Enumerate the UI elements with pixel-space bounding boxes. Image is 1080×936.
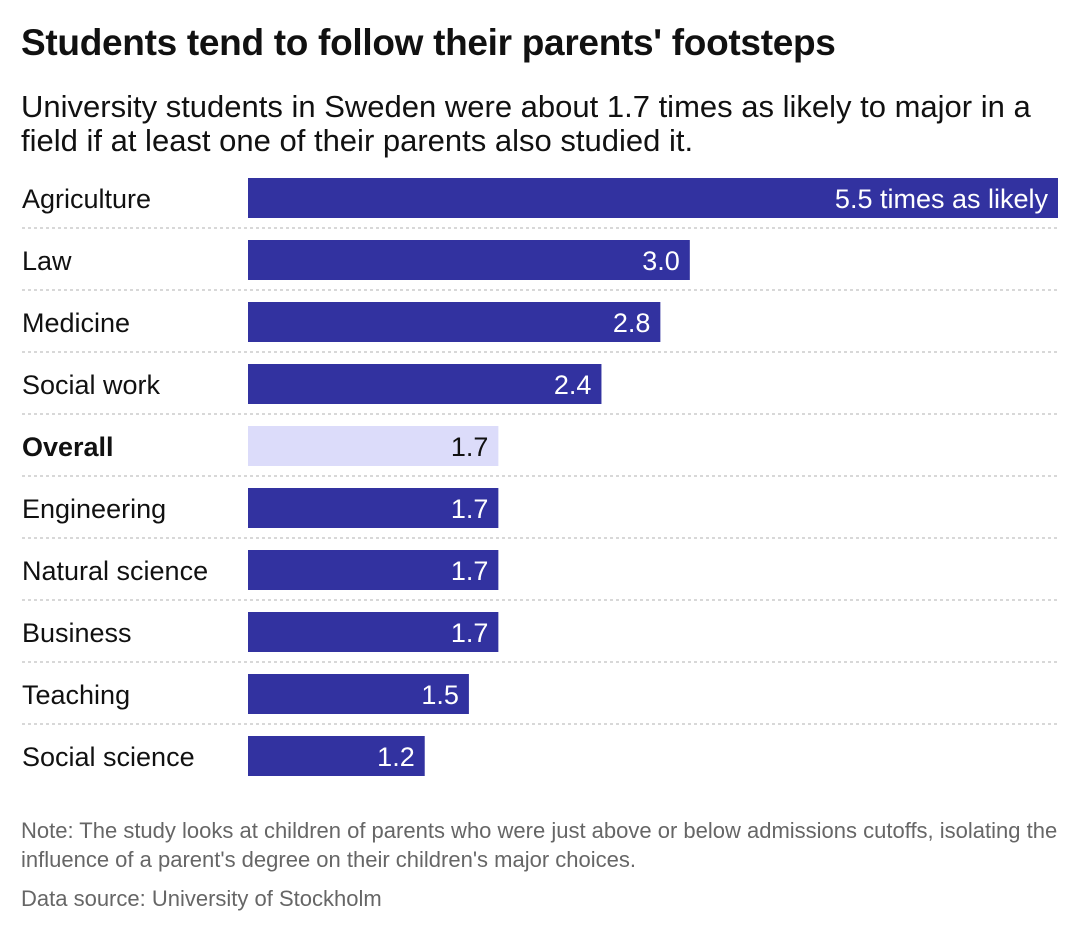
chart-subtitle: University students in Sweden were about…	[21, 89, 1031, 158]
category-label: Overall	[22, 432, 114, 462]
value-label: 1.7	[451, 556, 489, 586]
value-label: 1.7	[451, 494, 489, 524]
bar	[248, 240, 690, 280]
bar-row: Business 1.7	[22, 612, 1058, 663]
bar-row: Medicine 2.8	[22, 302, 1058, 353]
category-label: Agriculture	[22, 184, 151, 214]
bar-row: Social science 1.2	[22, 736, 425, 776]
value-label: 3.0	[642, 246, 680, 276]
category-label: Natural science	[22, 556, 208, 586]
chart-note: Note: The study looks at children of par…	[21, 818, 1058, 872]
bar	[248, 612, 499, 652]
chart-title: Students tend to follow their parents' f…	[21, 22, 836, 63]
bar	[248, 364, 602, 404]
bar-row: Law 3.0	[22, 240, 1058, 291]
category-label: Law	[22, 246, 72, 276]
category-label: Medicine	[22, 308, 130, 338]
bar-chart: Agriculture 5.5 times as likely Law 3.0 Medi…	[22, 178, 1058, 776]
value-label: 1.5	[421, 680, 459, 710]
category-label: Teaching	[22, 680, 130, 710]
category-label: Social work	[22, 370, 161, 400]
bar-row: Teaching 1.5	[22, 674, 1058, 725]
bar-row: Engineering 1.7	[22, 488, 1058, 539]
category-label: Business	[22, 618, 132, 648]
bar	[248, 178, 1058, 218]
bar	[248, 302, 661, 342]
bar	[248, 674, 469, 714]
bar-row: Overall 1.7	[22, 426, 1058, 477]
value-label: 1.2	[377, 742, 415, 772]
value-label: 1.7	[451, 432, 489, 462]
bar	[248, 736, 425, 776]
category-label: Social science	[22, 742, 195, 772]
value-label: 2.4	[554, 370, 592, 400]
bar	[248, 550, 499, 590]
bar-row: Social work 2.4	[22, 364, 1058, 415]
value-label: 1.7	[451, 618, 489, 648]
bar	[248, 488, 499, 528]
category-label: Engineering	[22, 494, 166, 524]
value-label: 5.5 times as likely	[835, 184, 1049, 214]
bar-row: Agriculture 5.5 times as likely	[22, 178, 1058, 229]
bar	[248, 426, 499, 466]
bar-row: Natural science 1.7	[22, 550, 1058, 601]
data-source: Data source: University of Stockholm	[21, 886, 382, 911]
value-label: 2.8	[613, 308, 651, 338]
